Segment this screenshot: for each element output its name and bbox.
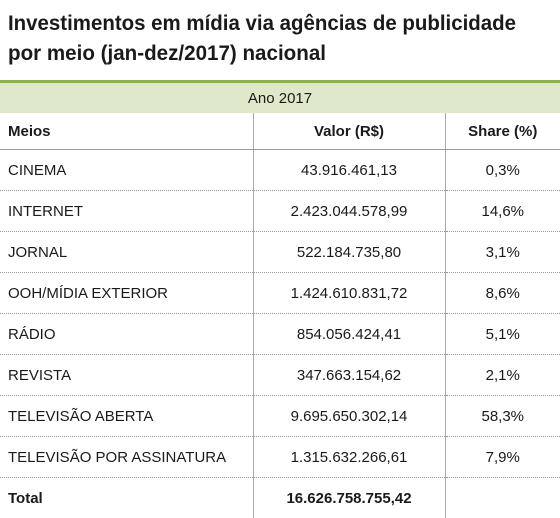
column-header: Meios [0,113,253,150]
title-line: por meio (jan-dez/2017) nacional [8,42,326,65]
cell: OOH/MÍDIA EXTERIOR [0,273,253,314]
cell: JORNAL [0,232,253,273]
cell: INTERNET [0,191,253,232]
cell: 58,3% [445,396,560,437]
cell: 43.916.461,13 [253,150,445,191]
band-label: Ano 2017 [0,82,560,114]
title: Investimentos em mídia via agências de p… [0,0,560,82]
total-cell: Total [0,478,253,518]
cell: 522.184.735,80 [253,232,445,273]
cell: 1.424.610.831,72 [253,273,445,314]
cell: 8,6% [445,273,560,314]
column-header: Share (%) [445,113,560,150]
cell: CINEMA [0,150,253,191]
cell: 5,1% [445,314,560,355]
cell: 347.663.154,62 [253,355,445,396]
cell: 854.056.424,41 [253,314,445,355]
cell: 3,1% [445,232,560,273]
cell: 2,1% [445,355,560,396]
cell: 1.315.632.266,61 [253,437,445,478]
cell: 7,9% [445,437,560,478]
total-cell: 16.626.758.755,42 [253,478,445,518]
cell: 2.423.044.578,99 [253,191,445,232]
title-line: Investimentos em mídia via agências de p… [8,12,516,35]
band-row: Ano 2017 [0,82,560,114]
cell: RÁDIO [0,314,253,355]
cell: 0,3% [445,150,560,191]
cell: REVISTA [0,355,253,396]
cell: TELEVISÃO ABERTA [0,396,253,437]
column-header: Valor (R$) [253,113,445,150]
cell: 9.695.650.302,14 [253,396,445,437]
cell: 14,6% [445,191,560,232]
cell: TELEVISÃO POR ASSINATURA [0,437,253,478]
empty-cell [445,478,560,518]
